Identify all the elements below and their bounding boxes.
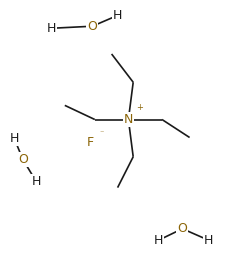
Text: H: H [154,234,163,247]
Text: H: H [10,132,19,145]
Text: ⁻: ⁻ [100,128,104,137]
Text: H: H [47,22,56,35]
Text: H: H [204,234,214,247]
Text: F: F [86,136,94,149]
Text: O: O [18,153,28,166]
Text: N: N [124,113,133,126]
Text: H: H [113,9,122,22]
Text: H: H [31,175,41,188]
Text: +: + [137,103,143,112]
Text: O: O [177,222,187,235]
Text: O: O [87,20,97,33]
